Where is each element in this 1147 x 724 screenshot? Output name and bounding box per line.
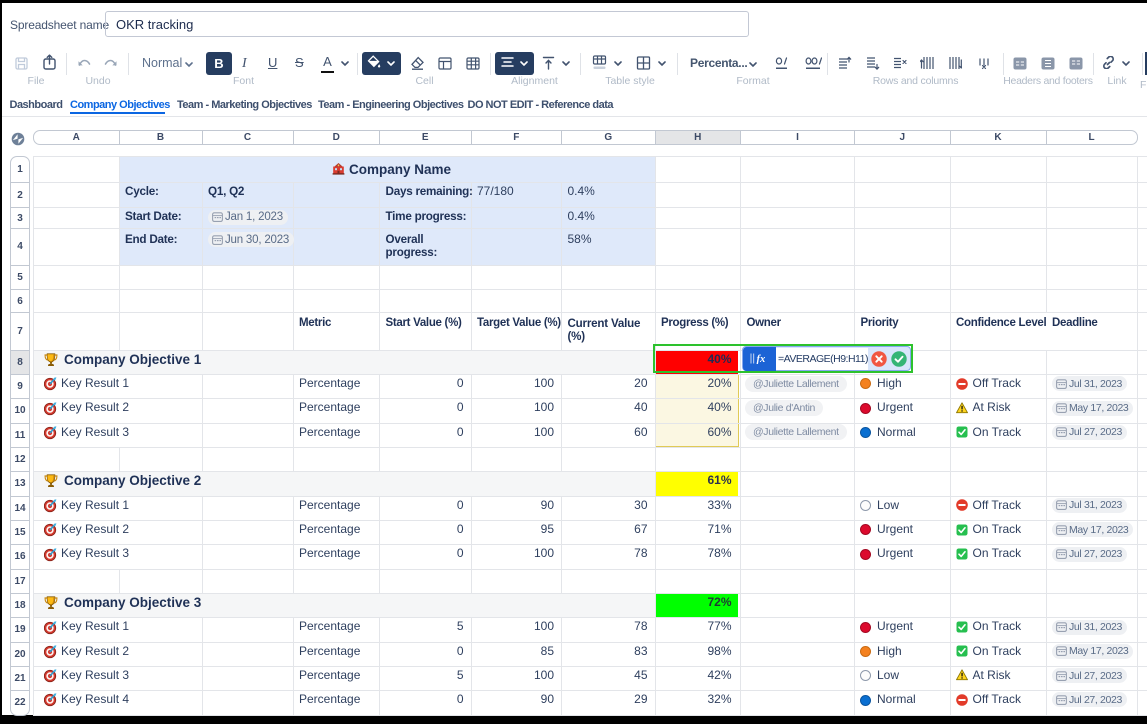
svg-text:fx: fx: [757, 354, 766, 364]
